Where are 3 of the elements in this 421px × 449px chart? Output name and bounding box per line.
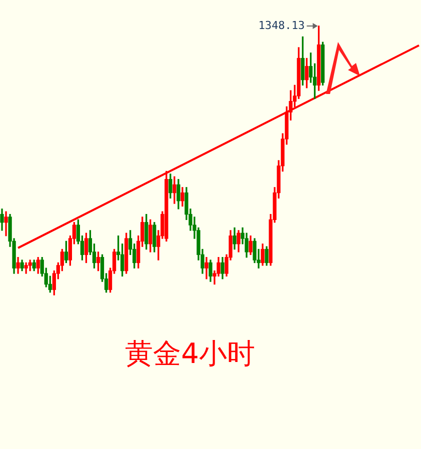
annotation: 1348.13 [258,18,305,32]
candlestick [4,211,8,236]
text: 黄金4小时 [124,336,256,372]
